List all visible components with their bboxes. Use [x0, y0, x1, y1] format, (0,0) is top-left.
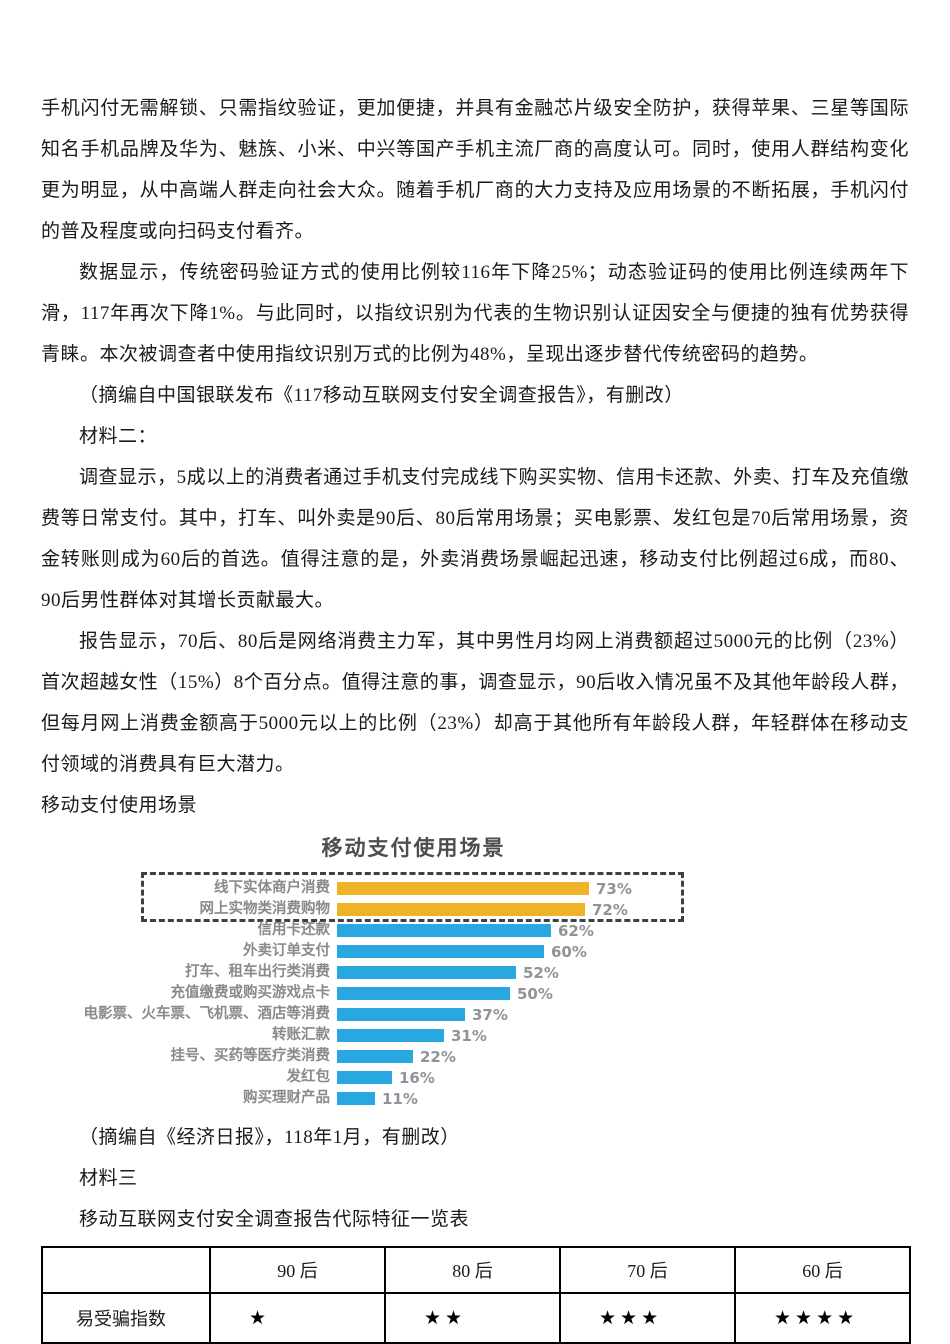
body-paragraph-4: 报告显示，70后、80后是网络消费主力军，其中男性月均网上消费额超过5000元的…: [41, 631, 909, 775]
table-header-90s: 90 后: [209, 1246, 386, 1294]
chart-value-label: 22%: [420, 1047, 456, 1066]
chart-row: 网上实物类消费购物 72%: [141, 899, 686, 920]
star-rating-cell: ★★: [384, 1292, 561, 1344]
chart-bar: [337, 903, 585, 916]
chart-category-label: 外卖订单支付: [243, 943, 330, 959]
chart-category-label: 充值缴费或购买游戏点卡: [170, 985, 331, 1001]
table-header-row: 90 后 80 后 70 后 60 后: [41, 1246, 911, 1294]
table-header-70s: 70 后: [559, 1246, 736, 1294]
chart-value-label: 37%: [472, 1005, 508, 1024]
chart-bar: [337, 987, 510, 1000]
chart-row: 挂号、买药等医疗类消费 22%: [141, 1046, 686, 1067]
chart-bar: [337, 1029, 444, 1042]
table-header-60s: 60 后: [734, 1246, 911, 1294]
table-title: 移动互联网支付安全调查报告代际特征一览表: [79, 1209, 470, 1230]
chart-category-label: 网上实物类消费购物: [199, 901, 331, 917]
chart-row: 打车、租车出行类消费 52%: [141, 962, 686, 983]
chart-value-label: 50%: [517, 984, 553, 1003]
chart-category-label: 打车、租车出行类消费: [185, 964, 330, 980]
body-paragraph-1: 手机闪付无需解锁、只需指纹验证，更加便捷，并具有金融芯片级安全防护，获得苹果、三…: [41, 98, 909, 242]
chart-bar: [337, 1050, 413, 1063]
chart-bar: [337, 1071, 392, 1084]
chart-category-label: 挂号、买药等医疗类消费: [170, 1048, 331, 1064]
star-rating-cell: ★★★: [559, 1292, 736, 1344]
chart-row: 信用卡还款 62%: [141, 920, 686, 941]
table-header-empty: [41, 1246, 211, 1294]
chart-row: 电影票、火车票、飞机票、酒店等消费 37%: [84, 1004, 686, 1025]
chart-intro-line: 移动支付使用场景: [41, 795, 198, 816]
chart-bar: [337, 1008, 465, 1021]
chart-row: 外卖订单支付 60%: [141, 941, 686, 962]
chart-category-label: 发红包: [286, 1069, 331, 1085]
body-paragraph-3: 调查显示，5成以上的消费者通过手机支付完成线下购买实物、信用卡还款、外卖、打车及…: [41, 467, 909, 611]
chart-row: 购买理财产品 11%: [141, 1088, 686, 1109]
star-rating-cell: ★: [209, 1292, 386, 1344]
chart-bar: [337, 1092, 375, 1105]
chart-bar: [337, 882, 589, 895]
chart-value-label: 52%: [523, 963, 559, 982]
chart-bar: [337, 966, 516, 979]
chart-category-label: 转账汇款: [272, 1027, 330, 1043]
chart-row: 充值缴费或购买游戏点卡 50%: [141, 983, 686, 1004]
chart-category-label: 信用卡还款: [257, 922, 331, 938]
chart-bar: [337, 924, 551, 937]
generation-feature-table: 90 后 80 后 70 后 60 后 易受骗指数 ★ ★★ ★★★ ★★★★ …: [41, 1246, 911, 1344]
mobile-payment-usage-chart: 移动支付使用场景 线下实体商户消费 73% 网上实物类消费购物 72% 信用卡还款 62%…: [84, 832, 686, 1109]
chart-plot-area: 线下实体商户消费 73% 网上实物类消费购物 72% 信用卡还款 62% 外卖订单支付 60%…: [84, 872, 686, 1109]
chart-rows: 线下实体商户消费 73% 网上实物类消费购物 72% 信用卡还款 62% 外卖订单支付 60%…: [84, 878, 686, 1109]
chart-row: 线下实体商户消费 73%: [141, 878, 686, 899]
row-label-fraud-index: 易受骗指数: [41, 1292, 211, 1344]
chart-bar: [337, 945, 544, 958]
chart-value-label: 72%: [592, 900, 628, 919]
body-paragraph-2: 数据显示，传统密码验证方式的使用比例较116年下降25%；动态验证码的使用比例连…: [41, 262, 909, 365]
chart-value-label: 60%: [551, 942, 587, 961]
table-header-80s: 80 后: [384, 1246, 561, 1294]
chart-category-label: 购买理财产品: [243, 1090, 330, 1106]
chart-row: 转账汇款 31%: [141, 1025, 686, 1046]
material-3-heading: 材料三: [79, 1168, 138, 1189]
source-note-material-1: （摘编自中国银联发布《117移动互联网支付安全调查报告》，有删改）: [79, 385, 684, 406]
table-row-fraud-index: 易受骗指数 ★ ★★ ★★★ ★★★★: [41, 1292, 911, 1344]
chart-value-label: 73%: [596, 879, 632, 898]
chart-category-label: 线下实体商户消费: [214, 880, 330, 896]
chart-value-label: 16%: [399, 1068, 435, 1087]
chart-value-label: 31%: [451, 1026, 487, 1045]
star-rating-cell: ★★★★: [734, 1292, 911, 1344]
chart-source-note: （摘编自《经济日报》，118年1月，有删改）: [79, 1127, 460, 1148]
material-2-heading: 材料二：: [79, 426, 158, 447]
chart-title: 移动支付使用场景: [321, 836, 506, 860]
chart-row: 发红包 16%: [141, 1067, 686, 1088]
chart-category-label: 电影票、火车票、飞机票、酒店等消费: [83, 1006, 331, 1022]
chart-value-label: 62%: [558, 921, 594, 940]
chart-value-label: 11%: [382, 1089, 418, 1108]
